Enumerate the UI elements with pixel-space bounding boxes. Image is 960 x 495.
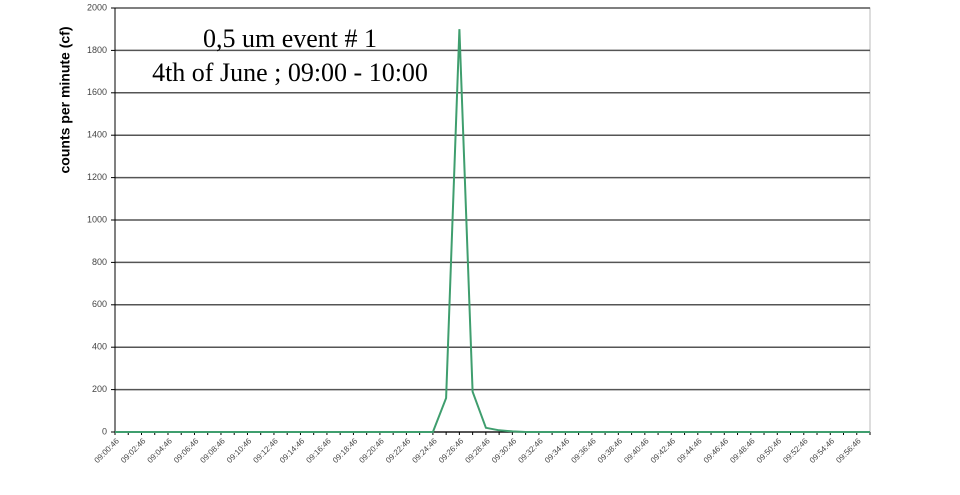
x-tick-label: 09:26:46 — [437, 436, 466, 465]
x-tick-label: 09:12:46 — [251, 436, 280, 465]
x-tick-label: 09:02:46 — [119, 436, 148, 465]
y-tick-label: 400 — [92, 342, 107, 352]
chart-subtitle: 4th of June ; 09:00 - 10:00 — [152, 58, 428, 87]
x-tick-label: 09:10:46 — [225, 436, 254, 465]
x-tick-label: 09:38:46 — [596, 436, 625, 465]
x-tick-label: 09:44:46 — [675, 436, 704, 465]
x-tick-label: 09:24:46 — [410, 436, 439, 465]
x-tick-label: 09:08:46 — [198, 436, 227, 465]
x-tick-label: 09:52:46 — [781, 436, 810, 465]
x-tick-label: 09:46:46 — [702, 436, 731, 465]
x-tick-label: 09:54:46 — [808, 436, 837, 465]
y-tick-label: 600 — [92, 299, 107, 309]
chart-title: 0,5 um event # 1 — [203, 24, 377, 53]
y-tick-label: 0 — [102, 426, 107, 436]
x-tick-label: 09:16:46 — [304, 436, 333, 465]
y-tick-label: 1400 — [87, 130, 107, 140]
data-line — [115, 29, 870, 433]
x-tick-label: 09:22:46 — [384, 436, 413, 465]
x-tick-label: 09:00:46 — [93, 436, 122, 465]
x-tick-label: 09:48:46 — [728, 436, 757, 465]
x-tick-label: 09:04:46 — [146, 436, 175, 465]
x-tick-label: 09:40:46 — [622, 436, 651, 465]
x-tick-label: 09:30:46 — [490, 436, 519, 465]
x-tick-label: 09:20:46 — [357, 436, 386, 465]
x-tick-label: 09:36:46 — [569, 436, 598, 465]
y-tick-label: 200 — [92, 384, 107, 394]
y-tick-label: 1600 — [87, 87, 107, 97]
y-tick-label: 2000 — [87, 2, 107, 12]
x-tick-label: 09:32:46 — [516, 436, 545, 465]
x-tick-label: 09:42:46 — [649, 436, 678, 465]
y-tick-label: 1000 — [87, 214, 107, 224]
y-tick-label: 1200 — [87, 172, 107, 182]
x-tick-label: 09:14:46 — [278, 436, 307, 465]
y-tick-label: 800 — [92, 257, 107, 267]
y-axis-label: counts per minute (cf) — [57, 26, 73, 173]
x-tick-label: 09:28:46 — [463, 436, 492, 465]
x-tick-label: 09:34:46 — [543, 436, 572, 465]
x-tick-label: 09:56:46 — [834, 436, 863, 465]
x-tick-label: 09:18:46 — [331, 436, 360, 465]
x-tick-label: 09:06:46 — [172, 436, 201, 465]
y-tick-label: 1800 — [87, 45, 107, 55]
x-tick-label: 09:50:46 — [755, 436, 784, 465]
